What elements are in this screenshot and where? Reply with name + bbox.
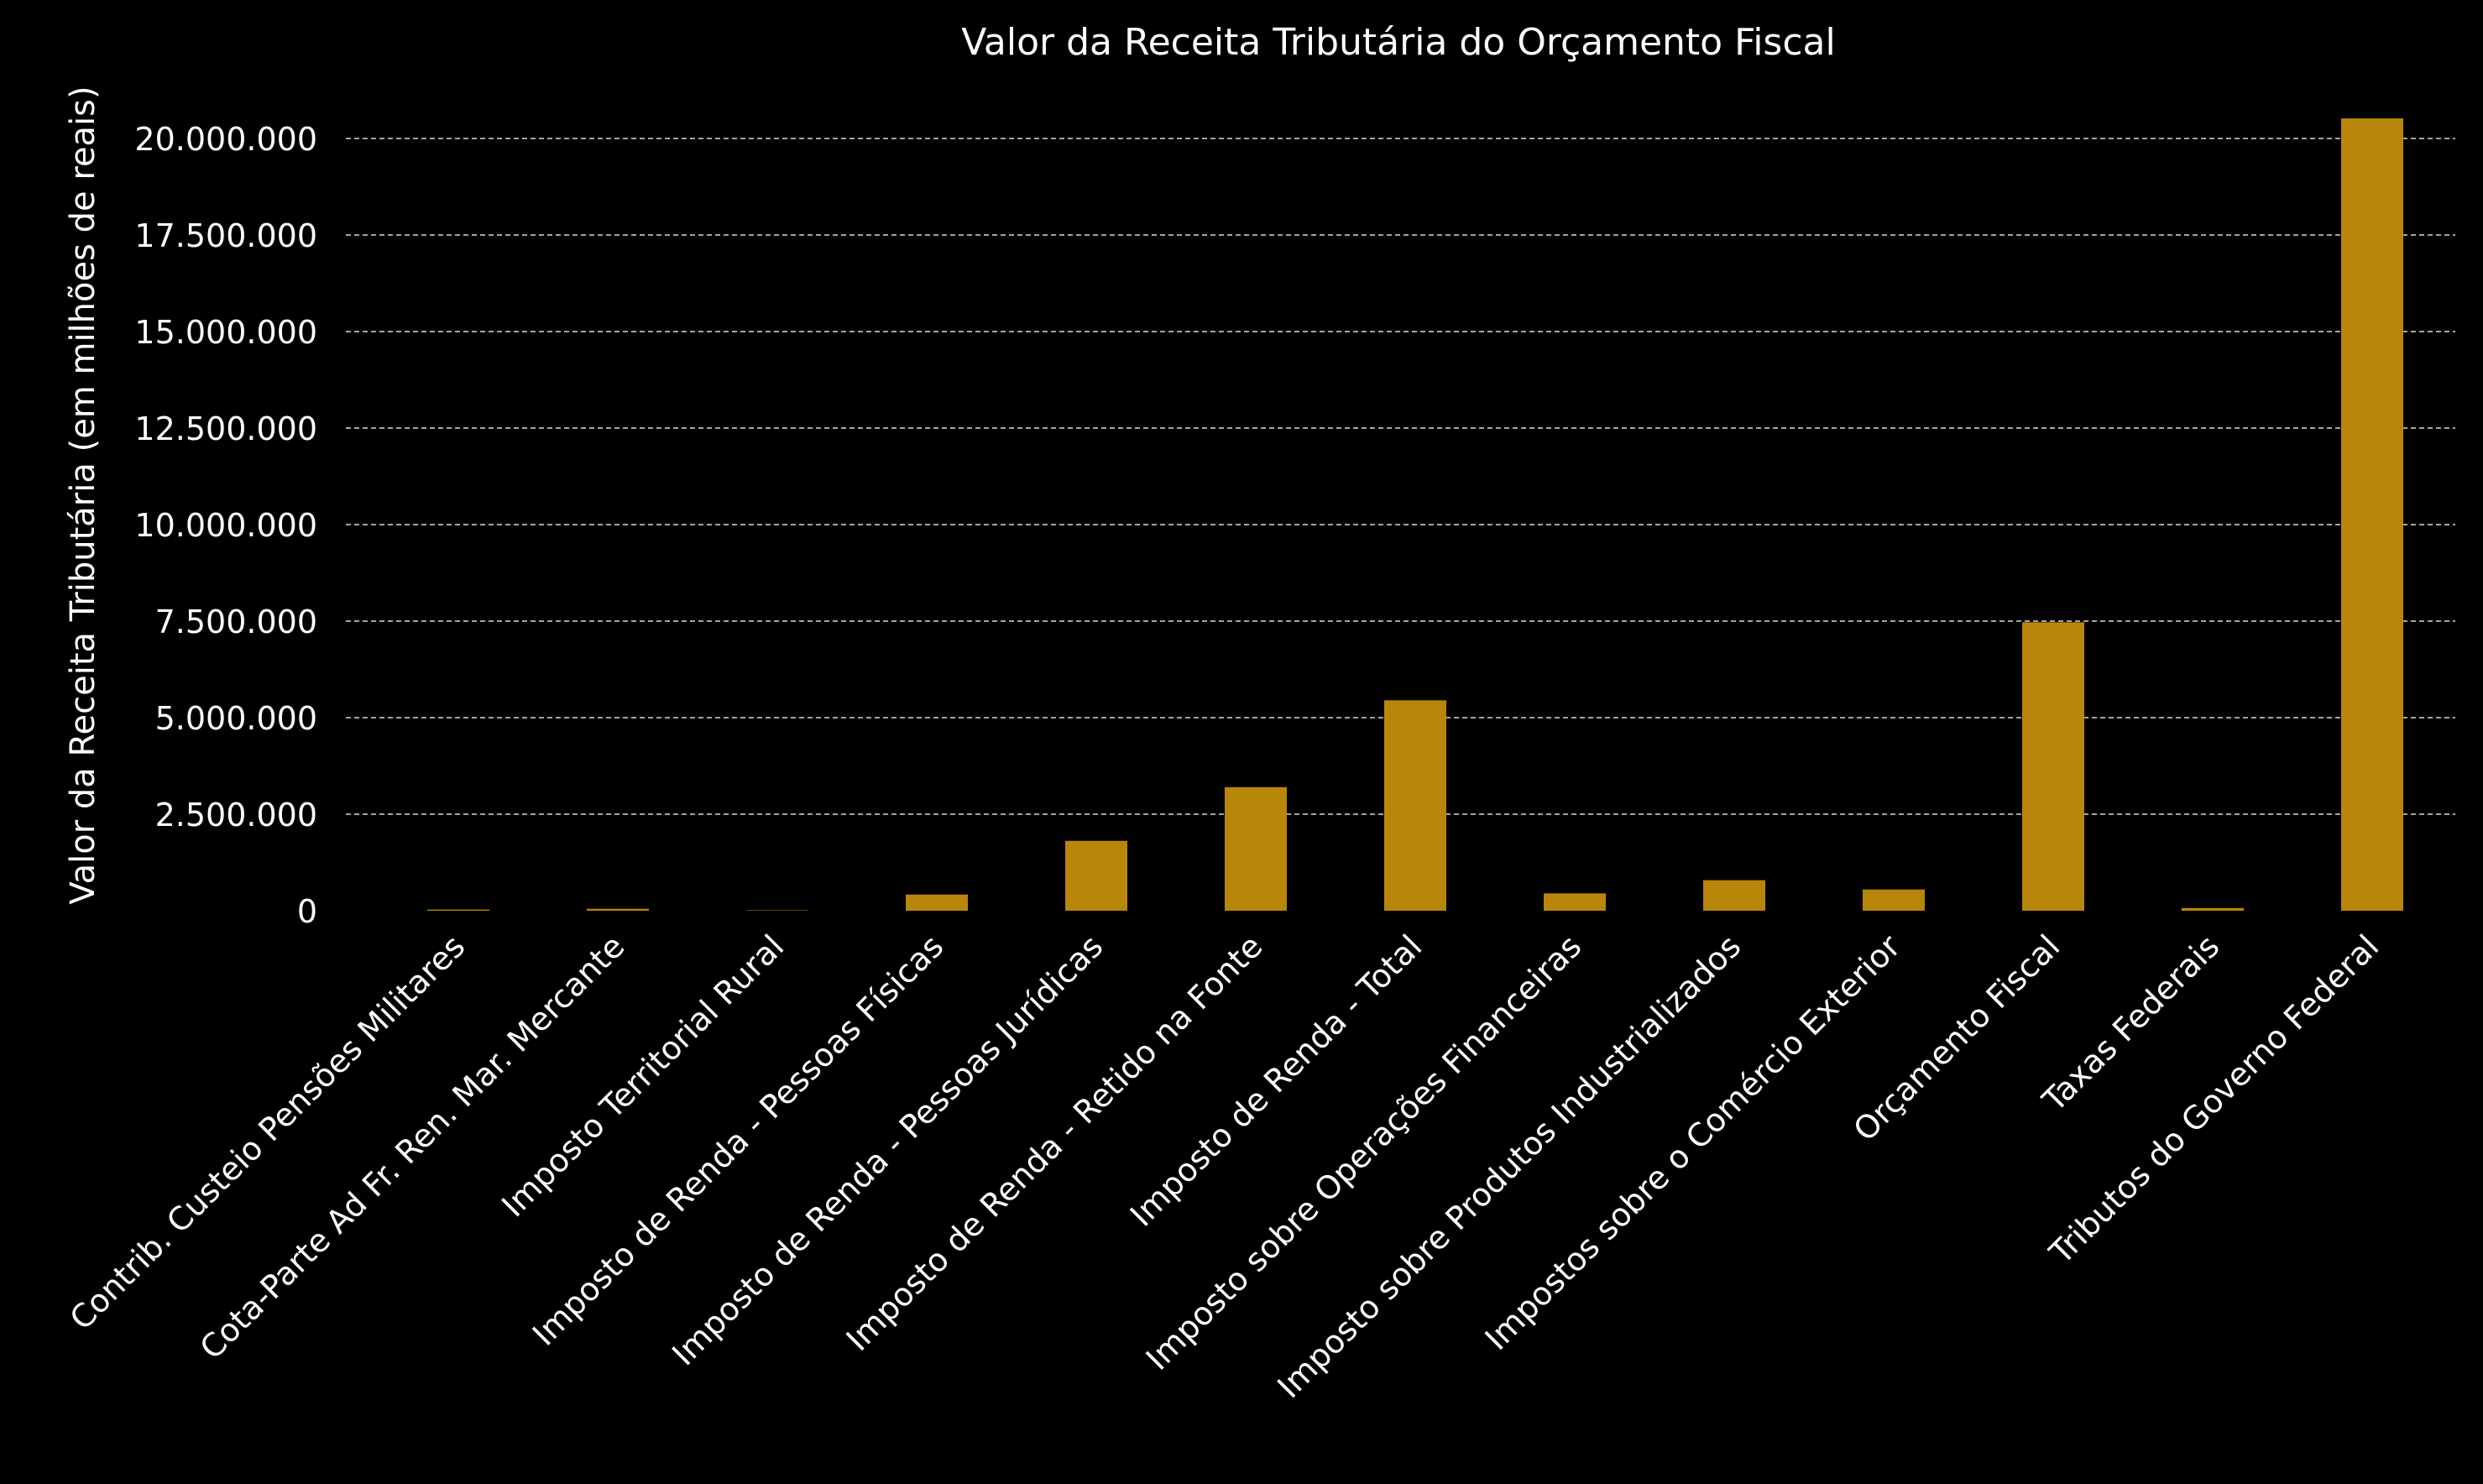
bar	[2182, 907, 2244, 911]
chart-title: Valor da Receita Tributária do Orçamento…	[961, 21, 1835, 64]
bar	[1544, 893, 1606, 911]
y-tick-labels: 0 2.500.000 5.000.000 7.500.000 10.000.000 12…	[134, 121, 317, 930]
y-axis-label: Valor da Receita Tributária (em milhões …	[64, 86, 102, 904]
bar	[1863, 889, 1925, 911]
bar	[1225, 786, 1287, 911]
bar	[427, 909, 489, 911]
y-tick-label: 0	[297, 893, 317, 930]
grid-lines	[346, 138, 2455, 815]
y-tick-label: 20.000.000	[134, 121, 317, 158]
y-tick-label: 17.500.000	[134, 217, 317, 254]
bar	[587, 908, 649, 911]
y-tick-label: 12.500.000	[134, 410, 317, 447]
bar	[1065, 840, 1127, 911]
bar	[2022, 622, 2084, 911]
y-tick-label: 5.000.000	[155, 700, 317, 737]
bar	[746, 910, 808, 911]
bar	[2341, 118, 2403, 911]
y-tick-label: 2.500.000	[155, 797, 317, 833]
y-tick-label: 7.500.000	[155, 604, 317, 640]
bar	[1703, 880, 1765, 911]
y-tick-label: 10.000.000	[134, 507, 317, 544]
bar	[1384, 700, 1446, 911]
bar	[906, 894, 968, 911]
bars	[427, 118, 2403, 911]
y-tick-label: 15.000.000	[134, 314, 317, 351]
